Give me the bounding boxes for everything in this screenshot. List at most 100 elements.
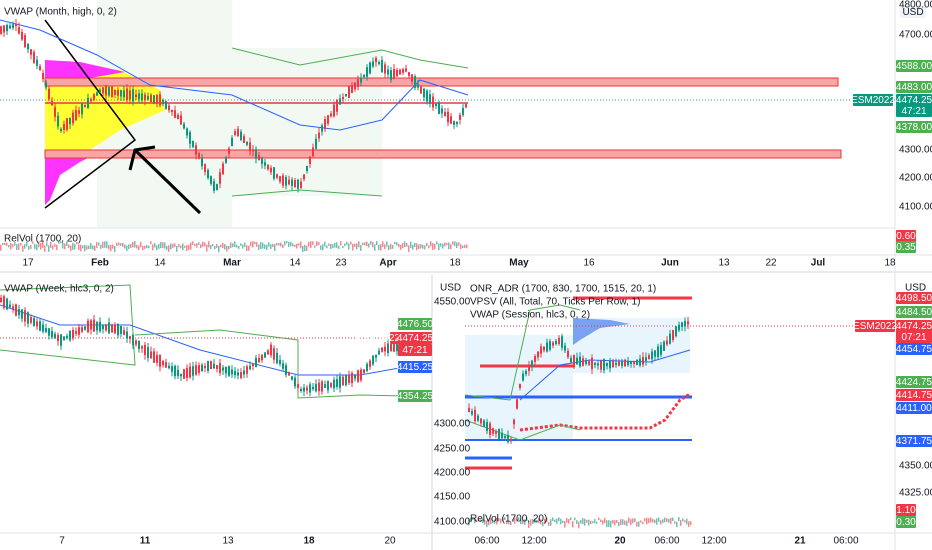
candle-body (24, 35, 26, 48)
volume-bar (584, 518, 586, 526)
volume-bar (172, 243, 174, 248)
price-badge-bg (896, 94, 932, 106)
volume-bar (204, 242, 206, 247)
volume-bar (644, 518, 646, 522)
candle-body (168, 365, 170, 369)
volume-bar (188, 244, 190, 250)
volume-bar (108, 245, 110, 250)
volume-bar (240, 243, 242, 246)
volume-bar (380, 244, 382, 251)
time-tick: 17 (22, 258, 34, 269)
candle-body (471, 410, 473, 415)
price-badge-bg (896, 331, 932, 343)
volume-bar (234, 241, 236, 248)
candle-body (351, 372, 353, 384)
volume-bar (342, 245, 344, 249)
volume-bar (542, 521, 544, 527)
volume-bar (388, 245, 390, 251)
time-tick: 18 (884, 258, 896, 269)
price-badge-bg (896, 60, 932, 72)
volume-bar (356, 243, 358, 250)
price-badge-bg (398, 318, 432, 330)
volume-bar (404, 241, 406, 248)
candle-body (60, 128, 62, 132)
volume-bar (372, 241, 374, 248)
candle-body (294, 180, 296, 187)
volume-bar (82, 245, 84, 249)
volume-bar (678, 517, 680, 522)
candle-body (129, 90, 131, 100)
volume-bar (590, 520, 592, 525)
candle-body (243, 136, 245, 144)
volume-bar (22, 245, 24, 252)
volume-bar (558, 517, 560, 522)
candle-body (636, 359, 638, 365)
volume-bar (512, 518, 514, 522)
volume-bar (530, 519, 532, 526)
volume-bar (424, 245, 426, 250)
candle-body (336, 379, 338, 387)
volume-bar (340, 241, 342, 246)
price-badge-bg (398, 390, 432, 402)
candle-body (609, 360, 611, 369)
volume-bar (198, 242, 200, 246)
candle-body (129, 336, 131, 339)
volume-bar (170, 243, 172, 250)
candle-body (648, 355, 650, 360)
candle-body (600, 360, 602, 370)
candle-body (369, 360, 371, 367)
candle-body (21, 32, 23, 40)
volume-bar (180, 245, 182, 249)
candle-body (459, 114, 461, 120)
volume-bar (128, 244, 130, 250)
volume-bar (676, 521, 678, 528)
volume-bar (20, 243, 22, 246)
candle-body (240, 372, 242, 378)
volume-bar (436, 241, 438, 245)
candle-body (138, 93, 140, 100)
volume-bar (168, 245, 170, 252)
price-badge: 4411.00 (896, 403, 932, 414)
candle-body (450, 116, 452, 124)
candle-body (3, 25, 5, 33)
volume-bar (626, 520, 628, 527)
candle-body (123, 90, 125, 98)
relvol-badge: 1.10 (896, 505, 916, 516)
candle-body (120, 90, 122, 97)
volume-bar (438, 243, 440, 251)
candle-body (615, 362, 617, 366)
relvol-badge-bg (896, 241, 916, 253)
candle-body (591, 357, 593, 370)
candle-body (381, 60, 383, 72)
candle-body (597, 363, 599, 366)
volume-bar (624, 520, 626, 526)
time-tick: 12:00 (701, 536, 726, 547)
candle-body (261, 354, 263, 361)
candle-body (342, 96, 344, 100)
candle-body (192, 366, 194, 376)
time-tick: 20 (614, 536, 626, 547)
candle-body (567, 350, 569, 358)
candle-body (252, 363, 254, 367)
candle-body (669, 333, 671, 344)
candle-body (114, 89, 116, 95)
candle-body (369, 62, 371, 74)
volume-bar (580, 519, 582, 524)
volume-bar (24, 244, 26, 249)
candle-body (33, 51, 35, 63)
candle-body (75, 331, 77, 334)
price-badge-bg (398, 344, 432, 356)
candle-body (243, 370, 245, 375)
candle-body (54, 107, 56, 117)
volume-bar (392, 245, 394, 249)
volume-bar (476, 519, 478, 523)
volume-bar (138, 245, 140, 250)
volume-bar (460, 244, 462, 250)
volume-bar (504, 517, 506, 520)
candle-body (270, 344, 272, 356)
volume-bar (672, 517, 674, 522)
volume-bar (238, 245, 240, 249)
candle-body (528, 365, 530, 371)
price-badge-bg (896, 105, 932, 117)
time-tick: Feb (91, 258, 109, 269)
